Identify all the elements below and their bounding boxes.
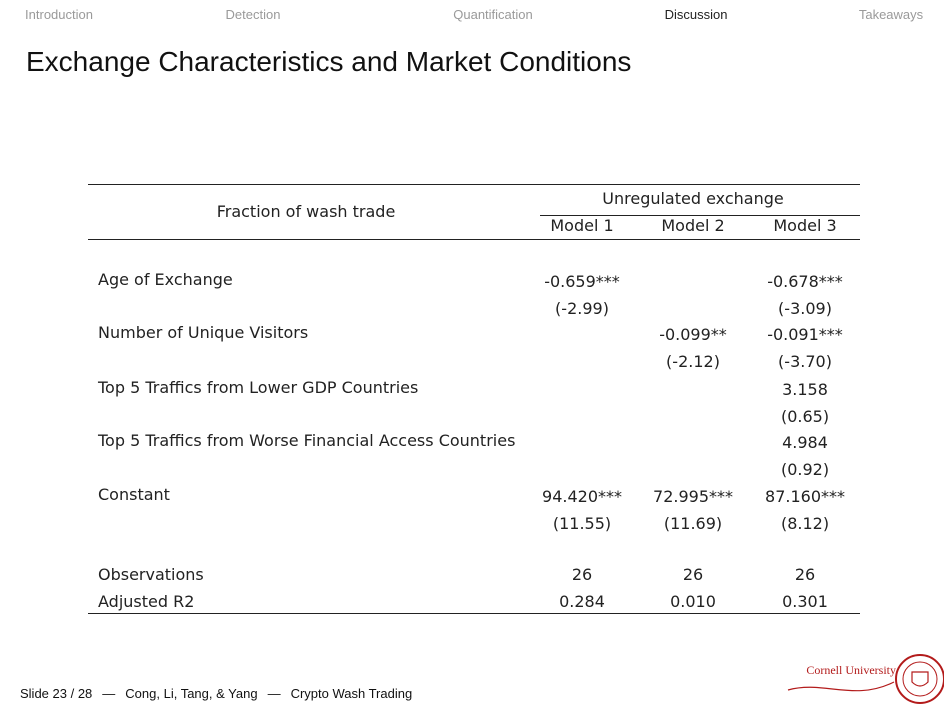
t-statistic: (8.12) bbox=[780, 514, 830, 533]
coefficient: 87.160*** bbox=[765, 487, 845, 506]
footer-text: Cong, Li, Tang, & Yang bbox=[125, 686, 258, 701]
column-header: Model 2 bbox=[661, 216, 725, 235]
logo: Cornell University bbox=[787, 654, 944, 704]
t-statistic: (0.65) bbox=[780, 407, 830, 426]
coefficient: 72.995*** bbox=[653, 487, 733, 506]
statistic: 0.284 bbox=[559, 592, 605, 611]
statistic: 26 bbox=[682, 565, 704, 584]
table-stub: Fraction of wash trade bbox=[216, 202, 396, 221]
footer-text: Crypto Wash Trading bbox=[290, 686, 413, 701]
column-group: Unregulated exchange bbox=[602, 189, 784, 208]
coefficient: 3.158 bbox=[782, 380, 828, 399]
footer-text: — bbox=[267, 686, 281, 701]
nav-item: Quantification bbox=[453, 7, 533, 22]
nav-item: Discussion bbox=[664, 7, 728, 22]
logo-text: Cornell University bbox=[806, 663, 896, 677]
t-statistic: (-3.70) bbox=[778, 352, 832, 371]
group-rule bbox=[540, 215, 860, 216]
row-label: Age of Exchange bbox=[98, 270, 233, 289]
row-label: Number of Unique Visitors bbox=[98, 323, 309, 342]
table-rule bbox=[88, 613, 860, 614]
statistic: 26 bbox=[794, 565, 816, 584]
table-rule bbox=[88, 184, 860, 185]
row-label: Top 5 Traffics from Lower GDP Countries bbox=[98, 378, 419, 397]
t-statistic: (-3.09) bbox=[778, 299, 832, 318]
t-statistic: (-2.12) bbox=[666, 352, 720, 371]
column-header: Model 3 bbox=[773, 216, 837, 235]
nav-item: Takeaways bbox=[858, 7, 924, 22]
statistic: 26 bbox=[571, 565, 593, 584]
t-statistic: (-2.99) bbox=[555, 299, 609, 318]
coefficient: 4.984 bbox=[782, 433, 828, 452]
coefficient: -0.678*** bbox=[767, 272, 843, 291]
nav-item: Detection bbox=[225, 7, 281, 22]
t-statistic: (0.92) bbox=[780, 460, 830, 479]
coefficient: -0.091*** bbox=[767, 325, 843, 344]
row-label: Top 5 Traffics from Worse Financial Acce… bbox=[98, 431, 516, 450]
footer-text: — bbox=[102, 686, 116, 701]
table-rule bbox=[88, 239, 860, 240]
footer: Slide 23 / 28 — Cong, Li, Tang, & Yang — Cry… bbox=[20, 686, 422, 701]
t-statistic: (11.69) bbox=[663, 514, 723, 533]
slide-title: Exchange Characteristics and Market Cond… bbox=[26, 46, 632, 77]
coefficient: -0.659*** bbox=[544, 272, 620, 291]
t-statistic: (11.55) bbox=[552, 514, 612, 533]
column-header: Model 1 bbox=[550, 216, 614, 235]
row-label: Adjusted R2 bbox=[98, 592, 195, 611]
nav-item: Introduction bbox=[25, 7, 93, 22]
coefficient: -0.099** bbox=[659, 325, 727, 344]
coefficient: 94.420*** bbox=[542, 487, 622, 506]
row-label: Observations bbox=[98, 565, 204, 584]
statistic: 0.301 bbox=[782, 592, 828, 611]
statistic: 0.010 bbox=[670, 592, 716, 611]
row-label: Constant bbox=[98, 485, 170, 504]
footer-text: Slide 23 / 28 bbox=[20, 686, 93, 701]
